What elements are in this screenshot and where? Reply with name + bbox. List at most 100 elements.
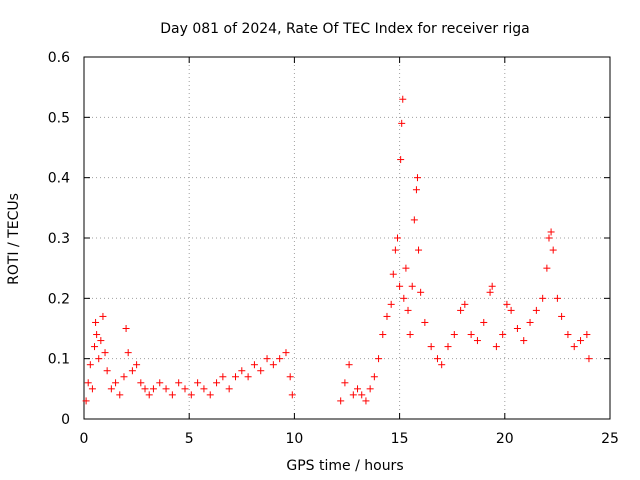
data-point (84, 379, 92, 387)
x-tick-label: 25 (601, 431, 619, 447)
data-point (543, 264, 551, 272)
data-point (156, 379, 164, 387)
data-point (187, 391, 195, 399)
data-point (387, 300, 395, 308)
data-point (526, 318, 534, 326)
data-point (413, 174, 421, 182)
data-point (391, 246, 399, 254)
data-point (175, 379, 183, 387)
y-tick-label: 0.4 (48, 171, 70, 187)
y-tick-label: 0.2 (48, 291, 70, 307)
data-point (358, 391, 366, 399)
data-point (539, 294, 547, 302)
data-point (93, 331, 101, 339)
data-point (398, 119, 406, 127)
data-point (389, 270, 397, 278)
data-point (231, 373, 239, 381)
data-point (450, 331, 458, 339)
data-point (370, 373, 378, 381)
data-point (116, 391, 124, 399)
data-point (383, 312, 391, 320)
data-point (97, 337, 105, 345)
data-point (488, 282, 496, 290)
data-point (91, 343, 99, 351)
data-point (162, 385, 170, 393)
data-point (467, 331, 475, 339)
data-point (219, 373, 227, 381)
data-point (124, 349, 132, 357)
data-point (507, 306, 515, 314)
data-point (421, 318, 429, 326)
data-point (225, 385, 233, 393)
data-point (345, 361, 353, 369)
data-point (408, 282, 416, 290)
y-tick-label: 0.1 (48, 352, 70, 368)
data-point (583, 331, 591, 339)
x-tick-label: 20 (496, 431, 514, 447)
y-tick-label: 0.5 (48, 110, 70, 126)
data-point (92, 318, 100, 326)
data-point (417, 288, 425, 296)
data-point (133, 361, 141, 369)
data-point (354, 385, 362, 393)
data-point (200, 385, 208, 393)
data-point (503, 300, 511, 308)
data-point (288, 391, 296, 399)
data-point (88, 385, 96, 393)
data-point (286, 373, 294, 381)
data-point (269, 361, 277, 369)
y-axis-label: ROTI / TECUs (6, 193, 22, 285)
data-point (393, 234, 401, 242)
data-point (412, 186, 420, 194)
data-point (399, 95, 407, 103)
data-point (532, 306, 540, 314)
data-point (486, 288, 494, 296)
data-point (137, 379, 145, 387)
data-point (438, 361, 446, 369)
data-point (396, 282, 404, 290)
data-point (433, 355, 441, 363)
data-point (86, 361, 94, 369)
data-point (366, 385, 374, 393)
data-point (95, 355, 103, 363)
data-point (444, 343, 452, 351)
data-point (112, 379, 120, 387)
data-point (492, 343, 500, 351)
data-point (499, 331, 507, 339)
data-point (206, 391, 214, 399)
data-point (513, 325, 521, 332)
data-points (82, 95, 593, 405)
data-point (337, 397, 345, 405)
data-point (101, 349, 109, 357)
data-point (82, 397, 90, 405)
data-point (415, 246, 423, 254)
x-axis-label: GPS time / hours (286, 458, 403, 474)
data-point (122, 325, 130, 332)
data-point (375, 355, 383, 363)
data-point (520, 337, 528, 345)
x-tick-label: 10 (285, 431, 303, 447)
data-point (213, 379, 221, 387)
data-point (349, 391, 357, 399)
data-point (103, 367, 111, 375)
data-point (585, 355, 593, 363)
data-point (577, 337, 585, 345)
data-point (410, 216, 418, 224)
data-point (128, 367, 136, 375)
data-point (263, 355, 271, 363)
data-point (149, 385, 157, 393)
x-tick-label: 5 (185, 431, 194, 447)
data-point (400, 294, 408, 302)
chart-title: Day 081 of 2024, Rate Of TEC Index for r… (160, 21, 529, 37)
data-point (549, 246, 557, 254)
x-tick-label: 0 (80, 431, 89, 447)
data-point (244, 373, 252, 381)
data-point (107, 385, 115, 393)
data-point (406, 331, 414, 339)
data-point (282, 349, 290, 357)
data-point (545, 234, 553, 242)
data-point (238, 367, 246, 375)
data-point (341, 379, 349, 387)
